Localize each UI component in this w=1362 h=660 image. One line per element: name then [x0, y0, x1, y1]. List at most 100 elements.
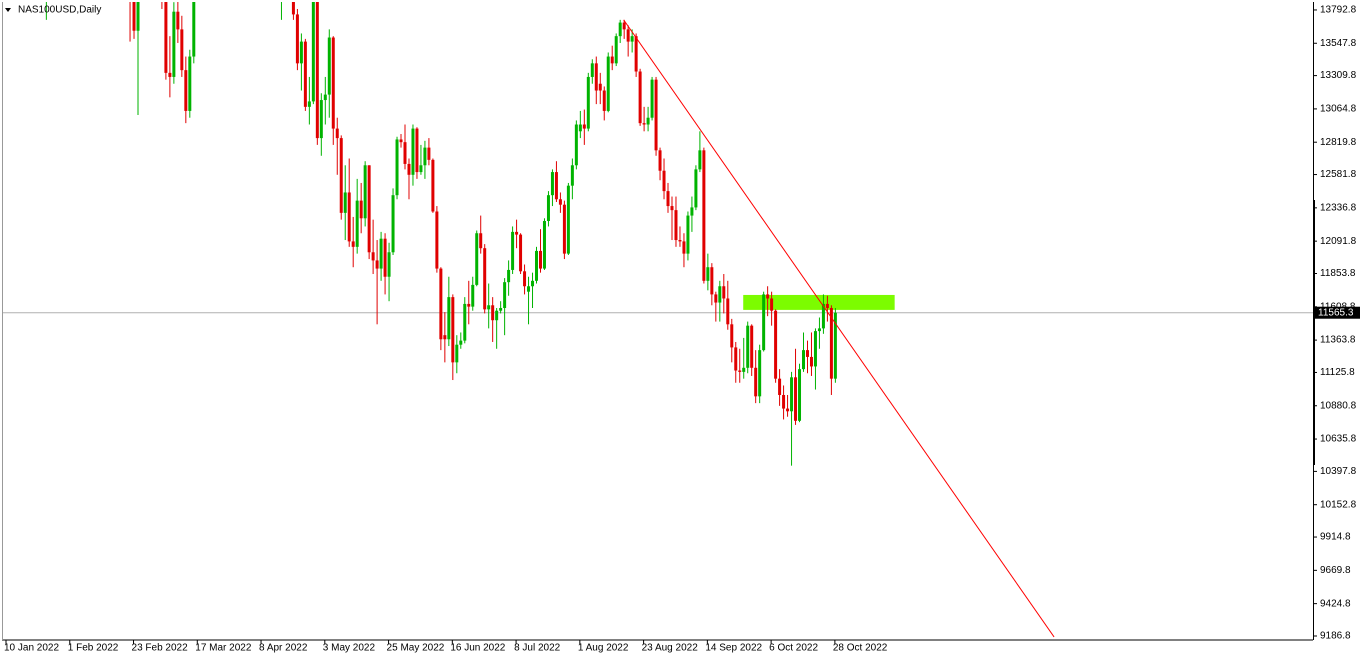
candle-body	[550, 172, 554, 196]
candle-body	[443, 335, 447, 340]
candle-body	[291, 2, 295, 15]
candle-body	[363, 165, 367, 219]
candle-body	[479, 233, 483, 249]
candle-body	[578, 124, 582, 132]
candle-body	[762, 294, 766, 351]
candle-body	[774, 310, 778, 379]
candle-body	[483, 248, 487, 310]
candle-body	[694, 169, 698, 208]
candle-body	[802, 350, 805, 370]
candle-body	[367, 165, 371, 253]
candle-body	[463, 303, 467, 341]
x-tick-label: 14 Sep 2022	[705, 643, 762, 654]
candle-body	[542, 221, 546, 269]
candle-body	[698, 150, 702, 170]
candle-body	[487, 305, 491, 310]
x-tick-label: 1 Aug 2022	[578, 643, 629, 654]
candle-body	[546, 195, 550, 222]
candle-body	[650, 79, 654, 118]
candle-body	[594, 63, 598, 91]
candle-body	[690, 207, 694, 216]
candle-body	[833, 312, 837, 379]
candle-body	[176, 11, 180, 30]
candle-body	[622, 22, 626, 30]
chart-title: NAS100USD,Daily	[18, 5, 101, 16]
plot-area	[2, 2, 1313, 638]
candle-body	[746, 325, 750, 368]
candle-body	[702, 150, 706, 281]
candle-body	[825, 303, 829, 308]
candle-body	[582, 124, 586, 129]
candle-body	[359, 200, 363, 219]
candle-body	[630, 36, 634, 42]
candle-body	[323, 94, 327, 101]
candle-body	[403, 142, 407, 164]
candle-body	[387, 252, 391, 277]
y-tick-label: 10397.8	[1320, 466, 1357, 477]
candle-body	[829, 307, 833, 379]
y-tick-label: 9424.8	[1320, 598, 1351, 609]
candle-body	[706, 267, 710, 281]
candle-body	[423, 147, 427, 166]
candle-body	[491, 305, 495, 321]
candle-body	[391, 195, 395, 253]
y-tick-label: 13064.8	[1320, 104, 1357, 115]
candle-body	[738, 370, 742, 372]
candle-body	[598, 83, 602, 91]
candle-body	[411, 128, 415, 175]
candle-body	[303, 41, 307, 107]
candle-body	[499, 307, 503, 311]
candle-body	[299, 41, 303, 64]
candle-body	[682, 241, 686, 254]
y-tick-label: 12581.8	[1320, 169, 1357, 180]
candle-body	[355, 200, 359, 247]
candle-body	[750, 325, 754, 368]
x-tick-label: 6 Oct 2022	[769, 643, 818, 654]
candle-body	[786, 408, 790, 412]
candle-body	[447, 297, 451, 340]
candle-body	[327, 37, 331, 95]
candle-body	[638, 71, 642, 124]
candle-body	[734, 347, 738, 371]
candle-body	[168, 72, 172, 77]
candle-body	[427, 147, 431, 160]
x-tick-label: 3 May 2022	[323, 643, 376, 654]
candle-body	[307, 101, 311, 107]
candle-body	[399, 139, 403, 143]
candle-body	[726, 298, 730, 325]
candle-body	[435, 211, 439, 269]
candle-body	[455, 344, 459, 363]
x-tick-label: 10 Jan 2022	[4, 643, 59, 654]
candle-body	[714, 294, 718, 303]
candle-body	[471, 284, 475, 307]
candle-body	[371, 252, 375, 261]
candle-body	[782, 394, 786, 409]
x-tick-label: 23 Aug 2022	[642, 643, 699, 654]
candle-body	[407, 163, 411, 175]
menu-icon[interactable]	[5, 8, 11, 12]
candle-body	[766, 294, 770, 299]
candle-body	[798, 369, 802, 421]
candle-body	[375, 260, 379, 269]
candle-body	[554, 172, 558, 200]
candle-body	[710, 267, 714, 295]
candle-body	[570, 165, 574, 186]
candle-body	[805, 350, 809, 357]
candle-body	[527, 286, 531, 292]
candle-body	[188, 56, 192, 111]
x-tick-label: 28 Oct 2022	[833, 643, 888, 654]
candle-body	[335, 128, 339, 139]
candle-body	[343, 192, 347, 213]
candle-body	[562, 204, 566, 254]
y-tick-label: 9669.8	[1320, 565, 1351, 576]
candle-body	[790, 377, 794, 412]
candle-body	[136, 2, 140, 31]
y-tick-label: 13792.8	[1320, 5, 1357, 16]
y-tick-label: 10152.8	[1320, 499, 1357, 510]
candle-body	[415, 128, 419, 173]
candle-body	[467, 303, 471, 307]
candle-body	[535, 250, 539, 281]
